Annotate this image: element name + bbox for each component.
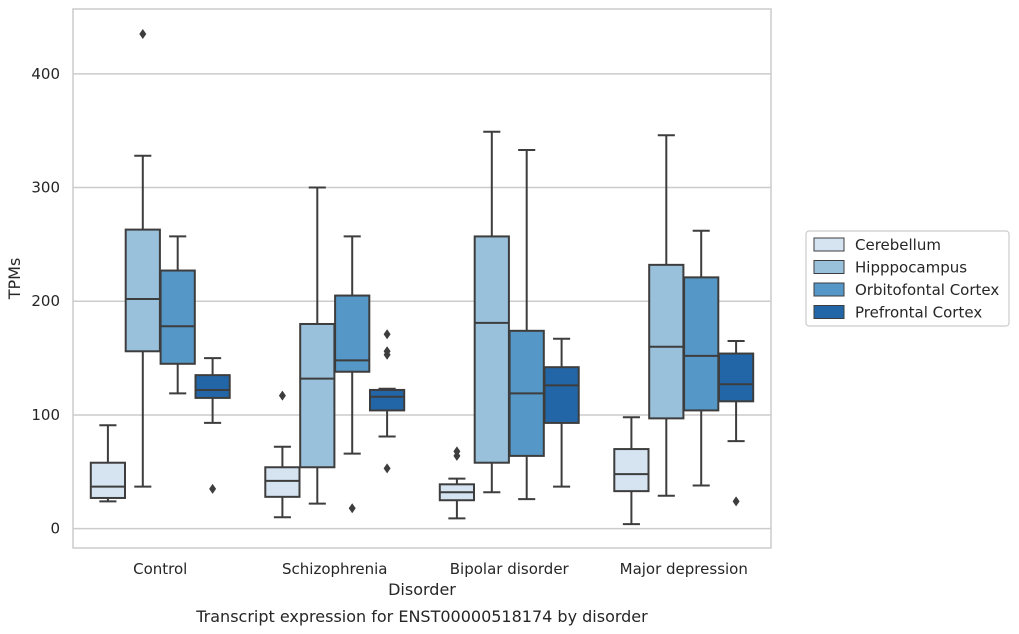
box-plot [89,424,127,503]
box-plot [194,357,231,494]
outlier-point [383,329,391,340]
outlier-point [732,496,740,507]
box [299,322,336,469]
box-plot [473,130,510,494]
x-axis-label: Disorder [388,580,456,599]
legend-entry: Hipppocampus [813,259,967,277]
y-tick-label: 200 [31,292,60,310]
legend-label: Orbitofontal Cortex [855,281,999,299]
chart-caption: Transcript expression for ENST0000051817… [195,607,648,626]
box-plot [683,229,720,487]
box [264,466,301,498]
y-tick-label: 100 [31,406,60,424]
outlier-point [383,463,391,474]
x-tick-label: Bipolar disorder [450,560,570,578]
box [717,352,755,403]
legend: Cerebellum Hipppocampus Orbitofontal Corte… [805,230,1010,327]
legend-entry: Prefrontal Cortex [813,304,982,322]
y-tick-label: 300 [31,179,60,197]
x-axis-ticks: Control Schizophrenia Bipolar disorder Majo… [133,560,748,578]
y-tick-label: 400 [31,65,60,83]
box [368,388,406,412]
box-plot [438,446,476,520]
box [543,366,580,424]
box [334,294,371,373]
legend-swatch [813,305,845,319]
y-tick-label: 0 [50,520,60,538]
box [648,263,685,420]
box-plot [124,29,161,488]
outlier-point [139,29,147,40]
box-plot [299,186,336,505]
outlier-point [453,446,461,457]
legend-swatch [813,282,845,297]
legend-entry: Orbitofontal Cortex [813,281,999,299]
legend-label: Cerebellum [855,236,941,254]
box [613,448,650,493]
legend-label: Prefrontal Cortex [855,304,982,322]
x-tick-label: Control [133,560,187,578]
legend-swatch [813,260,845,274]
box-plot [508,149,545,501]
x-tick-label: Major depression [620,560,748,578]
outlier-point [209,483,217,494]
box-plot [613,416,650,526]
outlier-point [278,390,286,401]
box-plot [368,329,406,474]
box-plot [159,235,196,395]
legend-swatch [813,237,845,252]
outlier-point [348,503,356,514]
box-plot [334,235,371,514]
box [89,461,127,499]
boxes [89,29,755,526]
x-tick-label: Schizophrenia [282,560,387,578]
plot-frame [72,8,772,549]
box-plot [648,134,685,497]
legend-label: Hipppocampus [855,259,967,277]
y-axis-ticks: 0 100 200 300 400 [31,65,60,538]
box [124,228,161,353]
box-plot [717,340,755,507]
box [473,235,510,464]
box-plot [543,337,580,488]
legend-entry: Cerebellum [813,236,941,254]
box [159,269,196,365]
y-axis-label: TPMs [5,258,24,301]
outlier-point [383,346,391,357]
box-plot [264,390,301,519]
legend-frame [805,230,1010,327]
box [194,374,231,399]
box [683,276,720,412]
